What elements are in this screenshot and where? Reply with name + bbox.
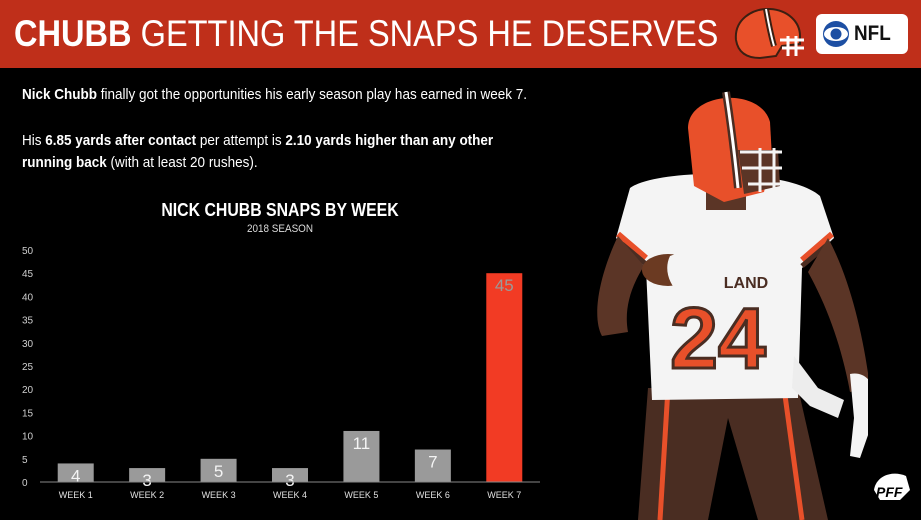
- svg-text:PFF: PFF: [876, 484, 903, 500]
- title-rest: GETTING THE SNAPS HE DESERVES: [140, 13, 719, 54]
- y-tick-label: 15: [22, 408, 34, 419]
- bar-1: [57, 463, 94, 482]
- bar-5: [343, 430, 380, 482]
- y-axis: 0 5 10 15 20 25 30 35 40 45 50: [22, 246, 34, 489]
- intro-stat-diff: 2.10 yards higher than any other: [285, 132, 494, 149]
- intro-paragraph-2: His 6.85 yards after contact per attempt…: [22, 130, 493, 174]
- x-tick-label: WEEK 3: [202, 490, 236, 500]
- y-tick-label: 25: [22, 362, 34, 373]
- bar-7: [486, 273, 523, 482]
- jersey-text: LAND: [724, 275, 768, 292]
- title-bold: CHUBB: [14, 13, 132, 54]
- page-title: CHUBB GETTING THE SNAPS HE DESERVES: [14, 14, 718, 54]
- bars: 4 3 5 3 11 7 45: [57, 273, 523, 490]
- x-tick-label: WEEK 2: [130, 490, 164, 500]
- x-tick-label: WEEK 4: [273, 490, 307, 500]
- y-tick-label: 10: [22, 432, 34, 443]
- cbs-eye-icon: [823, 21, 849, 47]
- intro-paragraph-1: Nick Chubb finally got the opportunities…: [22, 84, 527, 106]
- cbs-nfl-logo: NFL: [816, 14, 908, 54]
- bar-value-label: 7: [428, 453, 437, 472]
- intro-text-2a: His: [22, 132, 46, 149]
- y-tick-label: 35: [22, 316, 34, 327]
- y-tick-label: 50: [22, 246, 34, 257]
- x-axis: WEEK 1 WEEK 2 WEEK 3 WEEK 4 WEEK 5 WEEK 6 WEEK…: [40, 481, 540, 500]
- network-label: NFL: [854, 22, 891, 45]
- y-tick-label: 5: [22, 455, 28, 466]
- bar-value-label: 3: [142, 471, 151, 490]
- title-banner: CHUBB GETTING THE SNAPS HE DESERVES NFL: [0, 0, 921, 68]
- y-tick-label: 30: [22, 339, 34, 350]
- bar-value-label: 4: [71, 466, 80, 485]
- player-photo: 24 LAND: [597, 91, 868, 520]
- intro-text-2f: (with at least 20 rushes).: [106, 154, 258, 171]
- y-tick-label: 20: [22, 385, 34, 396]
- x-tick-label: WEEK 1: [59, 490, 93, 500]
- intro-text-1: finally got the opportunities his early …: [97, 86, 528, 103]
- pff-logo: PFF: [874, 473, 910, 500]
- intro-running-back: running back: [22, 154, 107, 171]
- bar-6: [414, 449, 451, 482]
- bar-2: [129, 468, 166, 482]
- browns-helmet-logo: [734, 7, 804, 60]
- x-tick-label: WEEK 5: [344, 490, 378, 500]
- y-tick-label: 40: [22, 292, 34, 303]
- bar-value-label: 3: [285, 471, 294, 490]
- bar-4: [272, 468, 308, 482]
- x-tick-label: WEEK 7: [487, 490, 521, 500]
- intro-stat-yac: 6.85 yards after contact: [45, 132, 197, 149]
- jersey-number: 24: [670, 291, 766, 387]
- bar-value-label: 5: [214, 462, 223, 481]
- bar-value-label: 45: [495, 276, 514, 295]
- bar-3: [200, 458, 237, 482]
- bar-value-label: 11: [353, 434, 371, 453]
- x-tick-label: WEEK 6: [416, 490, 450, 500]
- chart-title: NICK CHUBB SNAPS BY WEEK: [161, 200, 399, 220]
- y-tick-label: 0: [22, 478, 28, 489]
- intro-name: Nick Chubb: [22, 86, 98, 103]
- intro-text-2c: per attempt is: [196, 132, 286, 149]
- y-tick-label: 45: [22, 269, 34, 280]
- chart-subtitle: 2018 SEASON: [246, 223, 314, 235]
